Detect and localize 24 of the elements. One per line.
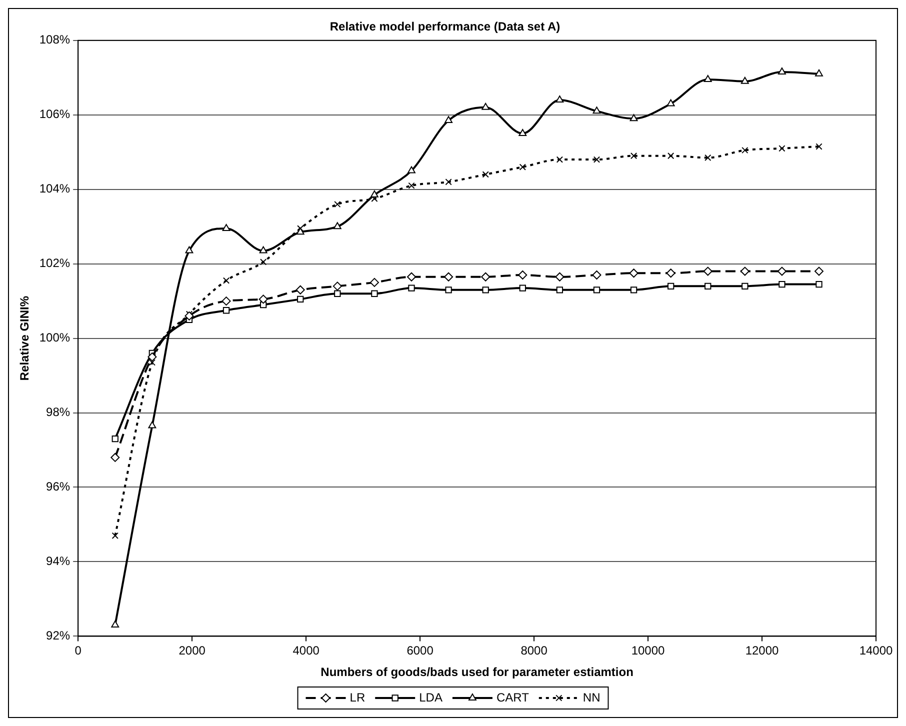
y-axis-title: Relative GINI% <box>18 296 32 381</box>
y-tick-label: 100% <box>39 330 70 345</box>
y-tick-label: 106% <box>39 107 70 122</box>
legend-label: LR <box>350 690 366 704</box>
y-tick-label: 98% <box>46 405 70 420</box>
y-tick-label: 104% <box>39 182 70 196</box>
x-tick-label: 10000 <box>631 644 666 658</box>
chart-title: Relative model performance (Data set A) <box>330 20 560 34</box>
x-tick-label: 2000 <box>178 644 206 658</box>
y-tick-label: 96% <box>46 480 70 494</box>
x-axis-title: Numbers of goods/bads used for parameter estiamtion <box>320 665 634 680</box>
y-tick-label: 92% <box>46 628 70 643</box>
x-tick-label: 6000 <box>406 644 434 658</box>
x-tick-label: 0 <box>74 644 82 658</box>
y-tick-label: 108% <box>39 32 70 47</box>
x-tick-label: 14000 <box>859 644 894 658</box>
legend-label: CART <box>496 690 530 704</box>
x-tick-label: 12000 <box>745 644 780 658</box>
legend-label: NN <box>582 690 600 704</box>
x-tick-label: 8000 <box>520 644 548 658</box>
legend-label: LDA <box>419 690 442 704</box>
y-tick-label: 94% <box>46 554 70 568</box>
x-tick-label: 4000 <box>292 644 320 658</box>
y-tick-label: 102% <box>39 256 70 270</box>
